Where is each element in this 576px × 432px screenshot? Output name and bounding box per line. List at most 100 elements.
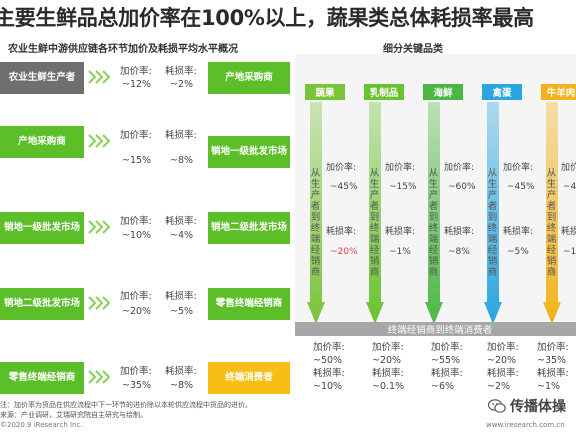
markup-label-1: 加价率: [120,130,152,141]
cat0-markup-value: ~45% [330,182,358,192]
cat2-bottom-markup-value: ~55% [431,355,461,366]
vertical-label-1: 从生产者到终端经销商 [369,168,380,278]
cat1-bottom-markup-label: 加价率: [372,342,404,353]
category-header-1: 乳制品 [364,84,404,100]
stage-from-0: 农业生鲜生产者 [0,62,84,94]
cat3-bottom-markup-label: 加价率: [487,342,519,353]
category-header-2: 海鲜 [423,84,463,100]
loss-label-1: 耗损率: [165,130,197,141]
cat2-bottom-markup-label: 加价率: [431,342,463,353]
cat4-loss-value: ~1% [563,247,576,257]
loss-label-3: 耗损率: [165,291,197,302]
watermark-text: 传播体操 [510,399,566,415]
chevron-right-icon [88,70,110,84]
cat1-loss-value: ~1% [389,247,411,257]
down-arrow-icon [307,102,325,324]
loss-value-3: ~5% [170,306,194,317]
vertical-label-3: 从生产者到终端经销商 [487,168,498,278]
cat1-markup-label: 加价率: [385,163,416,173]
vertical-label-2: 从生产者到终端经销商 [428,168,439,278]
category-header-0: 蔬果 [305,84,345,100]
website: www.iresearch.com.cn [486,421,565,429]
cat4-markup-value: ~40% [563,182,576,192]
retail-to-consumer-band: 终端经销商到终端消费者 [295,322,576,336]
vertical-label-0: 从生产者到终端经销商 [310,168,321,278]
markup-value-2: ~10% [122,230,152,241]
chevron-right-icon [88,220,110,234]
cat0-bottom-loss-label: 耗损率: [313,368,345,379]
cat2-markup-label: 加价率: [444,163,475,173]
stage-from-4: 零售终端经销商 [0,362,84,394]
loss-value-4: ~8% [170,380,194,391]
down-arrow-icon [425,102,443,324]
cat0-markup-label: 加价率: [326,163,357,173]
cat1-bottom-markup-value: ~20% [372,355,402,366]
cat4-loss-label: 耗损率: [561,227,576,237]
stage-to-4: 终端消费者 [208,362,290,394]
markup-value-4: ~35% [122,380,152,391]
cat3-loss-label: 耗损率: [503,227,534,237]
chevron-right-icon [88,370,110,384]
down-arrow-icon [484,102,502,324]
markup-value-0: ~12% [122,79,152,90]
source-note: 来源：产业调研，艾瑞研究院自主研究与绘制。 [0,411,147,419]
loss-value-1: ~8% [170,155,194,166]
cat4-bottom-markup-value: ~35% [537,355,567,366]
loss-label-4: 耗损率: [165,366,197,377]
left-subtitle: 农业生鲜中游供应链各环节加价及耗损平均水平概况 [8,44,238,55]
cat0-bottom-markup-label: 加价率: [313,342,345,353]
markup-value-1: ~15% [122,155,152,166]
cat4-markup-label: 加价率: [561,163,576,173]
loss-value-2: ~4% [170,230,194,241]
stage-to-1: 销地一级批发市场 [208,136,290,168]
markup-label-2: 加价率: [120,216,152,227]
markup-label-3: 加价率: [120,291,152,302]
loss-label-2: 耗损率: [165,216,197,227]
stage-from-2: 销地一级批发市场 [0,212,84,244]
cat3-bottom-loss-label: 耗损率: [487,368,519,379]
cat3-bottom-loss-value: ~2% [487,381,511,392]
chevron-right-icon [88,134,110,148]
footnote: 注：加价率为货品在供应流程中下一环节的进价除以本轮供应流程中货品的进价。 [0,401,252,409]
stage-to-3: 零售终端经销商 [208,288,290,320]
cat3-bottom-markup-value: ~20% [487,355,517,366]
stage-from-1: 产地采购商 [0,126,84,158]
markup-label-4: 加价率: [120,366,152,377]
cat3-loss-value: ~5% [507,247,529,257]
cat0-bottom-loss-value: ~10% [313,381,343,392]
watermark: 传播体操 [488,396,566,416]
cat4-bottom-loss-label: 耗损率: [537,368,569,379]
right-subtitle: 细分关键品类 [383,44,443,55]
cat2-bottom-loss-value: ~6% [431,381,455,392]
down-arrow-icon [366,102,384,324]
stage-to-2: 销地二级批发市场 [208,212,290,244]
cat2-bottom-loss-label: 耗损率: [431,368,463,379]
cat1-loss-label: 耗损率: [385,227,416,237]
loss-value-0: ~2% [170,79,194,90]
cat0-loss-value: ~20% [330,247,358,257]
category-header-4: 牛羊肉 [541,84,576,100]
page-title: 主要生鲜品总加价率在100%以上，蔬果类总体耗损率最高 [0,6,534,30]
cat0-bottom-markup-value: ~50% [313,355,343,366]
chevron-right-icon [88,296,110,310]
stage-from-3: 销地二级批发市场 [0,288,84,320]
cat4-bottom-markup-label: 加价率: [537,342,569,353]
markup-value-3: ~20% [122,306,152,317]
loss-label-0: 耗损率: [165,66,197,77]
copyright: ©2020.9 iResearch Inc. [0,421,83,429]
category-header-3: 禽蛋 [482,84,522,100]
cat4-bottom-loss-value: ~1% [537,381,561,392]
cat0-loss-label: 耗损率: [326,227,357,237]
cat3-markup-value: ~45% [507,182,535,192]
cat2-loss-value: ~8% [448,247,470,257]
stage-to-0: 产地采购商 [208,62,290,94]
wechat-icon [488,399,506,413]
cat1-bottom-loss-value: ~0.1% [372,381,405,392]
cat2-loss-label: 耗损率: [444,227,475,237]
vertical-label-4: 从生产者到终端经销商 [546,168,557,278]
cat1-markup-value: ~15% [389,182,417,192]
markup-label-0: 加价率: [120,66,152,77]
cat3-markup-label: 加价率: [503,163,534,173]
down-arrow-icon [543,102,561,324]
cat2-markup-value: ~60% [448,182,476,192]
